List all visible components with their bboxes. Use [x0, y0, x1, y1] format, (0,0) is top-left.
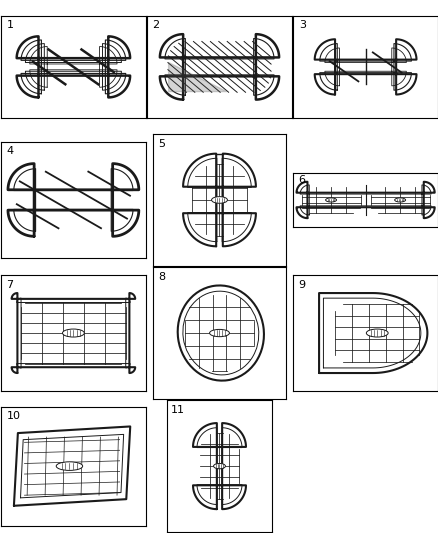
Text: 1: 1: [7, 20, 14, 30]
Ellipse shape: [211, 197, 227, 203]
Text: 3: 3: [298, 20, 305, 30]
Text: 11: 11: [170, 405, 184, 415]
Text: 7: 7: [7, 279, 14, 289]
Ellipse shape: [62, 329, 84, 337]
Text: 10: 10: [7, 411, 21, 422]
Polygon shape: [168, 62, 226, 92]
Ellipse shape: [209, 329, 229, 337]
Text: 8: 8: [158, 272, 166, 282]
Text: 2: 2: [152, 20, 159, 30]
Ellipse shape: [365, 329, 387, 337]
Ellipse shape: [394, 198, 405, 202]
Text: 6: 6: [298, 175, 305, 185]
Text: 9: 9: [298, 279, 305, 289]
Ellipse shape: [213, 464, 225, 469]
Ellipse shape: [56, 462, 82, 471]
Text: 4: 4: [7, 147, 14, 157]
Ellipse shape: [325, 198, 336, 202]
Text: 5: 5: [158, 139, 165, 149]
